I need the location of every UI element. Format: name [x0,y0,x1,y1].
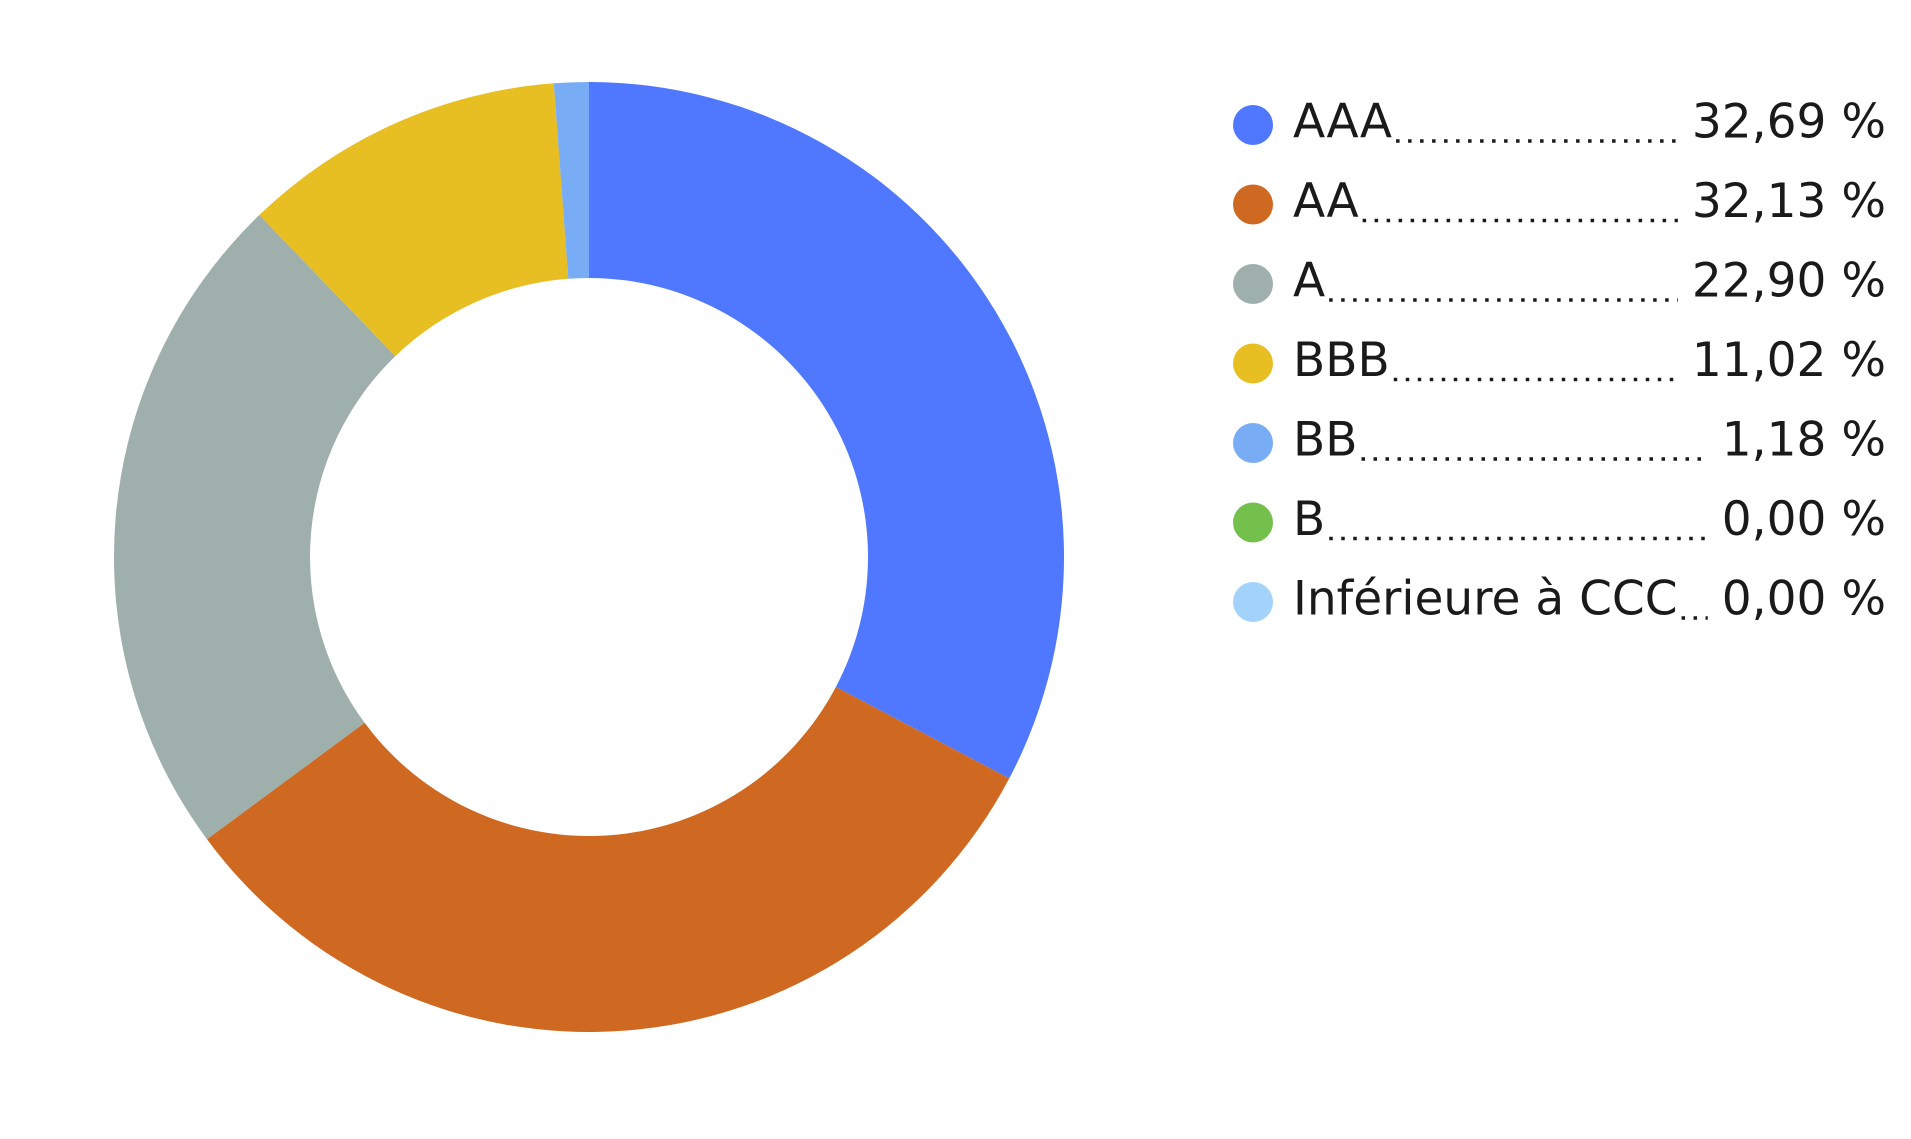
legend-marker [1233,502,1273,543]
slice [206,687,1010,1032]
legend-marker [1233,582,1273,622]
legend-label: BBB [1293,333,1390,388]
slice [259,83,569,357]
value-label: 0,00 % [1722,572,1886,627]
legend-label: AA [1293,174,1359,229]
value-label: 11,02 % [1692,333,1886,388]
legend-marker [1233,184,1273,225]
value-label: 32,13 % [1692,174,1886,229]
value-label: 22,90 % [1692,254,1886,309]
legend-label: Inférieure à CCC [1293,572,1678,627]
legend-label: B [1293,492,1325,547]
legend-label: AAA [1293,95,1392,150]
value-label: 1,18 % [1722,413,1886,468]
legend-marker [1233,343,1273,384]
value-label: 32,69 % [1692,95,1886,150]
value-label: 0,00 % [1722,492,1886,547]
legend-marker [1233,105,1273,145]
legend-label: BB [1293,413,1358,468]
legend-marker [1233,264,1273,304]
legend-marker [1233,423,1273,463]
slice [553,82,589,279]
slice [113,215,396,840]
legend-label: A [1293,254,1325,309]
slice [589,82,1064,779]
